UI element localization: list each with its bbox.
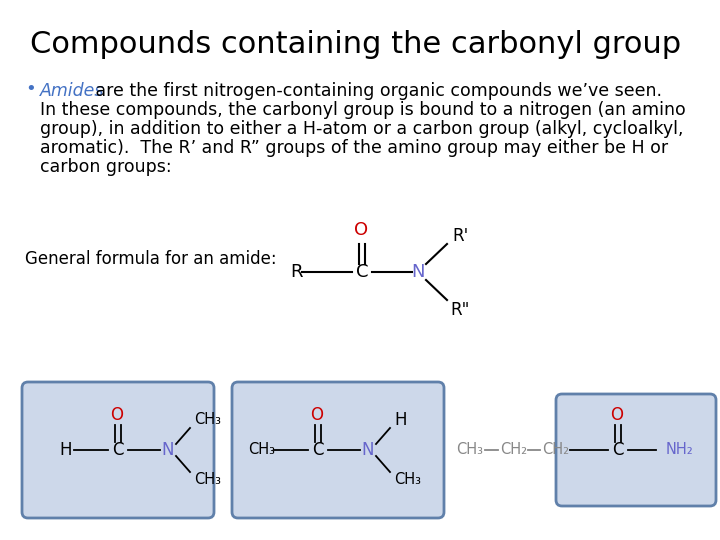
Text: C: C	[112, 441, 124, 459]
Text: CH₃: CH₃	[248, 442, 276, 457]
Text: •: •	[25, 80, 36, 98]
Text: are the first nitrogen-containing organic compounds we’ve seen.: are the first nitrogen-containing organi…	[90, 82, 662, 100]
Text: O: O	[110, 406, 124, 424]
Text: C: C	[356, 263, 368, 281]
Text: CH₃: CH₃	[194, 472, 221, 488]
FancyBboxPatch shape	[232, 382, 444, 518]
Text: O: O	[354, 221, 368, 239]
Text: In these compounds, the carbonyl group is bound to a nitrogen (an amino: In these compounds, the carbonyl group i…	[40, 101, 685, 119]
Text: O: O	[611, 406, 624, 424]
FancyBboxPatch shape	[22, 382, 214, 518]
Text: H: H	[60, 441, 72, 459]
Text: carbon groups:: carbon groups:	[40, 158, 171, 176]
FancyBboxPatch shape	[556, 394, 716, 506]
Text: R": R"	[450, 301, 469, 319]
Text: C: C	[612, 441, 624, 459]
Text: CH₂: CH₂	[542, 442, 570, 457]
Text: H: H	[394, 411, 407, 429]
Text: C: C	[312, 441, 324, 459]
Text: CH₃: CH₃	[394, 472, 421, 488]
Text: General formula for an amide:: General formula for an amide:	[25, 250, 276, 268]
Text: R: R	[290, 263, 302, 281]
Text: O: O	[310, 406, 323, 424]
Text: aromatic).  The R’ and R” groups of the amino group may either be H or: aromatic). The R’ and R” groups of the a…	[40, 139, 668, 157]
Text: CH₃: CH₃	[194, 413, 221, 428]
Text: CH₂: CH₂	[500, 442, 528, 457]
Text: CH₃: CH₃	[456, 442, 484, 457]
Text: Compounds containing the carbonyl group: Compounds containing the carbonyl group	[30, 30, 681, 59]
Text: N: N	[162, 441, 174, 459]
Text: Amides: Amides	[40, 82, 104, 100]
Text: group), in addition to either a H-atom or a carbon group (alkyl, cycloalkyl,: group), in addition to either a H-atom o…	[40, 120, 683, 138]
Text: R': R'	[452, 227, 468, 245]
Text: N: N	[411, 263, 425, 281]
Text: N: N	[361, 441, 374, 459]
Text: NH₂: NH₂	[666, 442, 694, 457]
